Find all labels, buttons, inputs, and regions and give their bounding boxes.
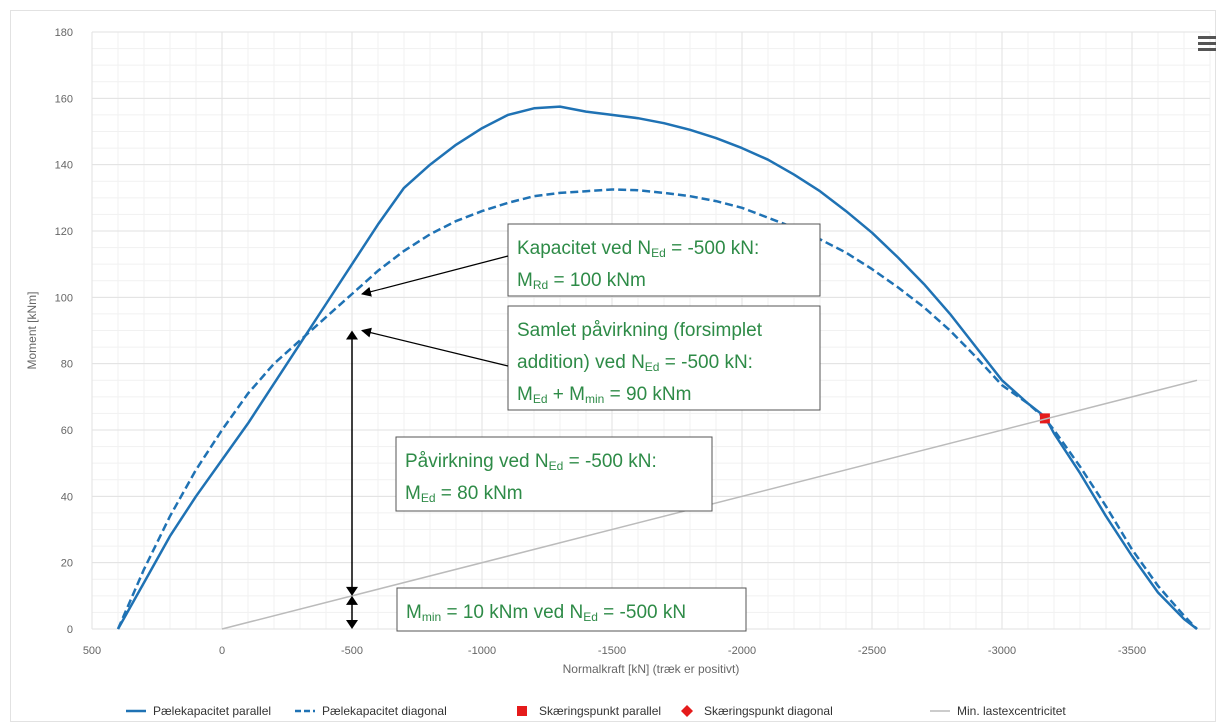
annotation-text-line: Samlet påvirkning (forsimplet bbox=[517, 320, 763, 341]
annotation-text: Påvirkning ved N bbox=[405, 451, 549, 472]
x-tick-label: -1500 bbox=[598, 645, 626, 657]
annotation-text-line: MRd = 100 kNm bbox=[517, 270, 646, 292]
annotation-text-line: Påvirkning ved NEd = -500 kN: bbox=[405, 451, 657, 473]
legend-label: Skæringspunkt parallel bbox=[539, 704, 661, 718]
y-tick-label: 100 bbox=[55, 292, 73, 304]
annotation-text: = 100 kNm bbox=[548, 270, 646, 291]
annotation-text: = -500 kN: bbox=[659, 352, 752, 373]
x-tick-label: -500 bbox=[341, 645, 363, 657]
x-tick-label: -2000 bbox=[728, 645, 756, 657]
legend-swatch-square bbox=[517, 706, 527, 716]
y-tick-label: 160 bbox=[55, 93, 73, 105]
annotation-text: M bbox=[517, 270, 533, 291]
legend-swatch-diamond bbox=[681, 705, 693, 717]
annotation-text: M bbox=[406, 602, 422, 623]
y-tick-label: 180 bbox=[55, 27, 73, 39]
annotation-text: M bbox=[517, 384, 533, 405]
hamburger-menu-icon[interactable] bbox=[1198, 36, 1216, 52]
y-axis-title: Moment [kNm] bbox=[25, 291, 39, 369]
annotation-text: M bbox=[405, 483, 421, 504]
annotation-arrow bbox=[361, 255, 509, 297]
vertical-arrow-head-top bbox=[346, 330, 358, 340]
legend-label: Pælekapacitet diagonal bbox=[322, 704, 447, 718]
legend[interactable]: Pælekapacitet parallel Pælekapacitet diag… bbox=[126, 704, 1066, 718]
annotation-text-line: addition) ved NEd = -500 kN: bbox=[517, 352, 753, 374]
legend-item[interactable]: Skæringspunkt diagonal bbox=[681, 704, 833, 718]
annotation-text: = -500 kN bbox=[598, 602, 686, 623]
annotation-subscript: Rd bbox=[533, 278, 548, 292]
menu-bar-3 bbox=[1198, 48, 1216, 51]
annotation-box bbox=[507, 223, 821, 297]
annotation-text-line: MEd + Mmin = 90 kNm bbox=[517, 384, 691, 406]
annotation-text: = -500 kN: bbox=[563, 451, 656, 472]
legend-label: Min. lastexcentricitet bbox=[957, 704, 1066, 718]
annotation-subscript: min bbox=[422, 610, 441, 624]
legend-label: Skæringspunkt diagonal bbox=[704, 704, 833, 718]
y-tick-label: 20 bbox=[61, 558, 73, 570]
annotation-subscript: Ed bbox=[645, 360, 660, 374]
axes: Normalkraft [kN] (træk er positivt) Mome… bbox=[25, 27, 1146, 676]
y-tick-label: 120 bbox=[55, 226, 73, 238]
x-tick-label: 0 bbox=[219, 645, 225, 657]
y-tick-label: 60 bbox=[61, 425, 73, 437]
legend-item[interactable]: Skæringspunkt parallel bbox=[517, 704, 661, 718]
annotation-text: Kapacitet ved N bbox=[517, 238, 651, 259]
annotation-subscript: Ed bbox=[583, 610, 598, 624]
annotation-text-line: Mmin = 10 kNm ved NEd = -500 kN bbox=[406, 602, 686, 624]
x-tick-label: -1000 bbox=[468, 645, 496, 657]
annotation-text: = 80 kNm bbox=[436, 483, 523, 504]
annotation-arrow bbox=[361, 327, 509, 367]
x-axis-title: Normalkraft [kN] (træk er positivt) bbox=[563, 662, 740, 676]
legend-item[interactable]: Pælekapacitet diagonal bbox=[295, 704, 447, 718]
annotations: Kapacitet ved NEd = -500 kN:MRd = 100 kN… bbox=[346, 223, 821, 632]
vertical-arrow-head-top bbox=[346, 595, 358, 605]
menu-bar-2 bbox=[1198, 42, 1216, 45]
annotation-subscript: Ed bbox=[533, 392, 548, 406]
y-tick-label: 140 bbox=[55, 160, 73, 172]
annotation-box bbox=[395, 436, 713, 512]
annotation-text-line: Kapacitet ved NEd = -500 kN: bbox=[517, 238, 759, 260]
annotation-text: = 10 kNm ved N bbox=[441, 602, 583, 623]
annotation-subscript: Ed bbox=[421, 491, 436, 505]
vertical-arrow-head-bottom bbox=[346, 586, 358, 596]
y-tick-label: 40 bbox=[61, 491, 73, 503]
legend-label: Pælekapacitet parallel bbox=[153, 704, 271, 718]
annotation-text: addition) ved N bbox=[517, 352, 645, 373]
annotation-box bbox=[507, 305, 821, 411]
y-tick-label: 80 bbox=[61, 359, 73, 371]
x-tick-label: -3500 bbox=[1118, 645, 1146, 657]
annotation-subscript: Ed bbox=[549, 459, 564, 473]
chart-frame bbox=[10, 10, 1216, 722]
vertical-arrow-head-bottom bbox=[346, 620, 358, 629]
y-tick-label: 0 bbox=[67, 624, 73, 636]
legend-item[interactable]: Pælekapacitet parallel bbox=[126, 704, 271, 718]
annotation-subscript: min bbox=[585, 392, 604, 406]
annotation-text: Samlet påvirkning (forsimplet bbox=[517, 320, 763, 341]
x-tick-label: 500 bbox=[83, 645, 101, 657]
annotation-box bbox=[396, 587, 747, 632]
x-tick-label: -2500 bbox=[858, 645, 886, 657]
annotation-text: + M bbox=[548, 384, 585, 405]
annotation-text: = 90 kNm bbox=[604, 384, 691, 405]
annotation-subscript: Ed bbox=[651, 246, 666, 260]
annotation-text-line: MEd = 80 kNm bbox=[405, 483, 523, 505]
menu-bar-1 bbox=[1198, 36, 1216, 39]
legend-item[interactable]: Min. lastexcentricitet bbox=[930, 704, 1066, 718]
annotation-text: = -500 kN: bbox=[666, 238, 759, 259]
x-tick-label: -3000 bbox=[988, 645, 1016, 657]
